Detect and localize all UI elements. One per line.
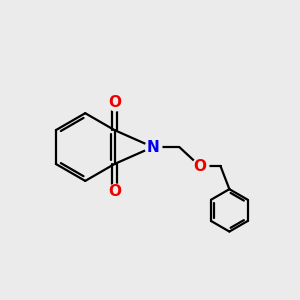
Text: N: N xyxy=(146,140,159,154)
Text: O: O xyxy=(108,184,121,200)
Text: O: O xyxy=(108,95,121,110)
Text: O: O xyxy=(194,159,206,174)
